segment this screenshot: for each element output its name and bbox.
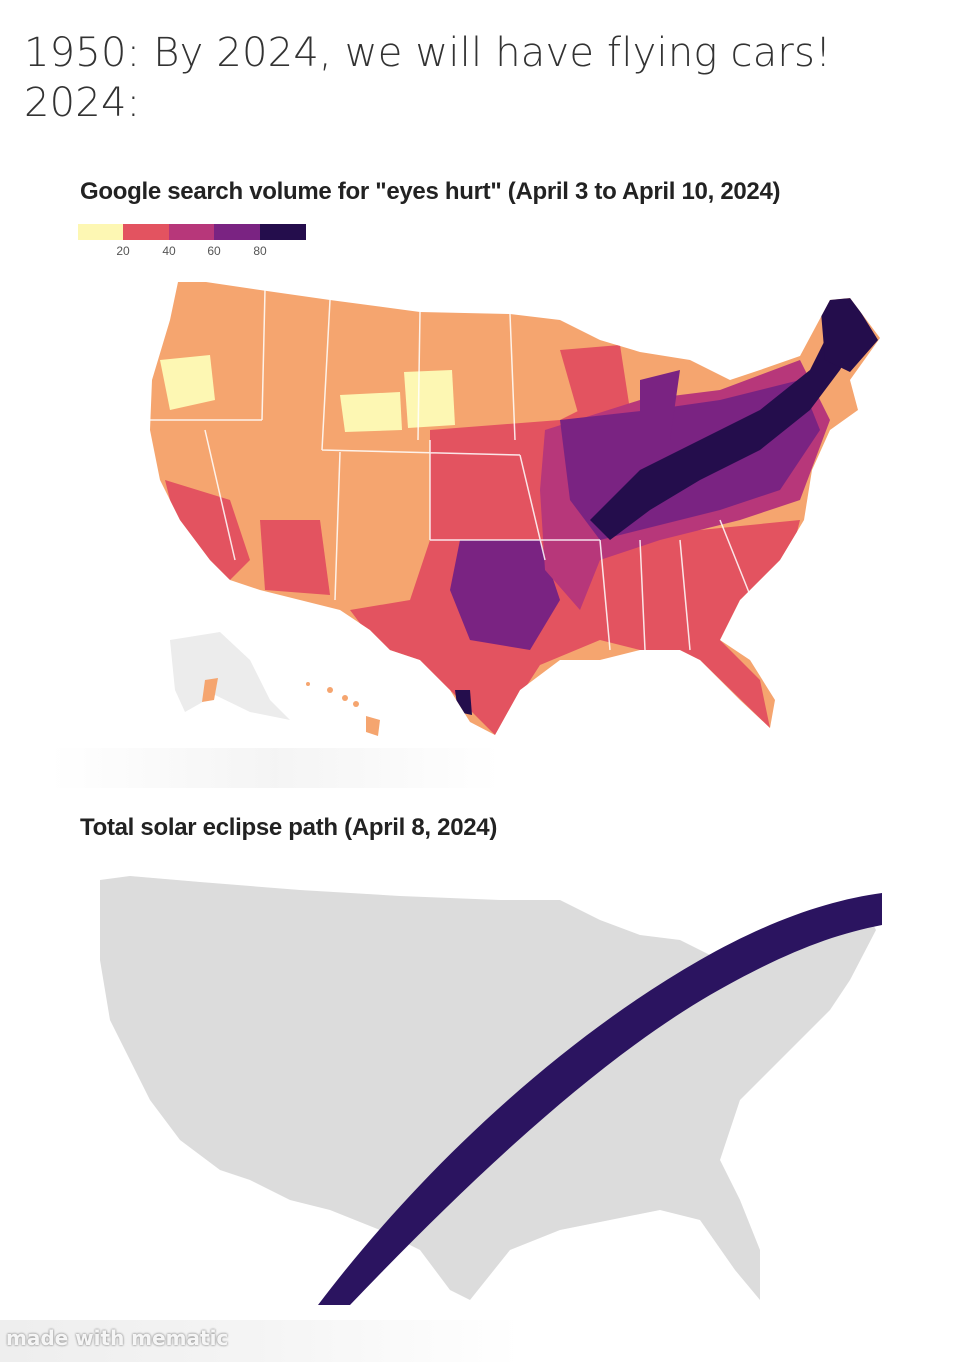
- legend-tick-20: 20: [116, 244, 130, 258]
- highest-volume-region: [820, 298, 878, 372]
- hawaii: [306, 682, 380, 736]
- legend-swatch-1: [78, 224, 123, 240]
- search-map-title: Google search volume for "eyes hurt" (Ap…: [80, 178, 781, 205]
- legend-swatch-5: [260, 224, 306, 240]
- legend-swatch-4: [214, 224, 260, 240]
- legend-tick-40: 40: [162, 244, 176, 258]
- search-volume-legend: 20 40 60 80: [78, 224, 306, 264]
- alaska: [170, 632, 290, 720]
- image-fade: [50, 748, 500, 788]
- legend-tick-80: 80: [253, 244, 267, 258]
- mid-volume-region: [165, 480, 250, 580]
- mematic-watermark: made with mematic: [6, 1326, 229, 1350]
- eclipse-path-band: [318, 893, 882, 1305]
- eclipse-map-title: Total solar eclipse path (April 8, 2024): [80, 814, 498, 841]
- mid-volume-region: [260, 520, 330, 595]
- region-pocket: [340, 392, 402, 432]
- caption-line-1: 1950: By 2024, we will have flying cars!: [24, 30, 832, 76]
- region-pocket: [160, 355, 215, 410]
- caption-line-2: 2024:: [24, 80, 141, 126]
- alaska-region: [202, 678, 218, 702]
- legend-swatch-2: [123, 224, 169, 240]
- region-pocket: [404, 370, 455, 428]
- meme-caption: 1950: By 2024, we will have flying cars!…: [24, 28, 831, 128]
- mid-volume-region: [560, 345, 630, 420]
- legend-swatch-3: [169, 224, 214, 240]
- mid-volume-region: [600, 520, 800, 728]
- highest-volume-band: [590, 310, 862, 540]
- search-volume-map: [150, 282, 880, 736]
- state-borders: [150, 289, 761, 651]
- high-volume-region: [450, 540, 560, 650]
- legend-tick-60: 60: [207, 244, 221, 258]
- high-volume-region: [640, 370, 680, 440]
- watermark-fade: [0, 1320, 520, 1362]
